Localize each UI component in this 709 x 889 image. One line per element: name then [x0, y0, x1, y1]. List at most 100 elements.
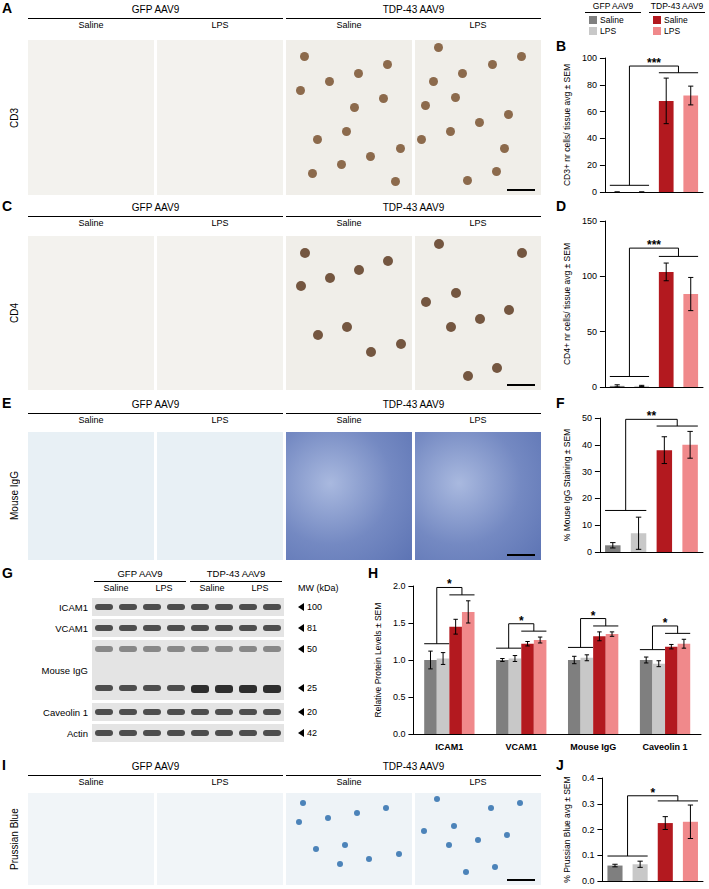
html-text:LPS: LPS — [469, 20, 487, 30]
svg-text:0.0: 0.0 — [393, 729, 406, 739]
svg-text:80: 80 — [587, 80, 597, 90]
html-text:G: G — [2, 565, 13, 581]
svg-text:% Prussian Blue avg ± SEM: % Prussian Blue avg ± SEM — [562, 776, 572, 882]
html-text:Caveolin 1: Caveolin 1 — [43, 706, 88, 718]
svg-text:0.3: 0.3 — [582, 799, 595, 809]
html-text:Saline: Saline — [78, 777, 104, 787]
html-text:LPS: LPS — [211, 777, 229, 787]
svg-text:50: 50 — [582, 413, 592, 423]
svg-text:*: * — [650, 786, 655, 800]
html-text:Saline: Saline — [600, 15, 624, 25]
svg-text:0.1: 0.1 — [582, 850, 595, 860]
svg-text:40: 40 — [582, 440, 592, 450]
html-text:GFP AAV9: GFP AAV9 — [592, 1, 634, 11]
svg-text:Relative Protein Levels ± SEM: Relative Protein Levels ± SEM — [373, 603, 383, 718]
html-text:TDP-43 AAV9: TDP-43 AAV9 — [382, 4, 445, 15]
html-text:Prussian Blue: Prussian Blue — [9, 808, 20, 870]
svg-text:0: 0 — [592, 382, 597, 392]
html-text:LPS: LPS — [211, 415, 229, 425]
svg-text:40: 40 — [587, 133, 597, 143]
html-text:Saline: Saline — [199, 583, 225, 593]
svg-text:**: ** — [647, 409, 657, 423]
svg-text:CD4+ nr cells/ tissue avg ± SE: CD4+ nr cells/ tissue avg ± SEM — [562, 243, 572, 365]
html-text:TDP-43 AAV9: TDP-43 AAV9 — [382, 202, 445, 213]
svg-text:Caveolin 1: Caveolin 1 — [643, 742, 688, 752]
svg-text:VCAM1: VCAM1 — [505, 742, 537, 752]
html-text:LPS: LPS — [211, 20, 229, 30]
html-text:ICAM1: ICAM1 — [59, 601, 88, 613]
html-text:100: 100 — [307, 602, 322, 612]
html-text:GFP AAV9: GFP AAV9 — [131, 761, 180, 772]
html-text:LPS: LPS — [469, 415, 487, 425]
html-text:LPS: LPS — [211, 218, 229, 228]
svg-text:*: * — [447, 577, 452, 591]
svg-text:0.4: 0.4 — [582, 773, 595, 783]
html-text:Saline: Saline — [78, 415, 104, 425]
svg-text:ICAM1: ICAM1 — [435, 742, 463, 752]
html-text:CD3: CD3 — [9, 107, 20, 128]
html-text:CD4: CD4 — [9, 303, 20, 323]
svg-text:*: * — [519, 614, 524, 628]
svg-text:20: 20 — [582, 493, 592, 503]
svg-text:20: 20 — [587, 160, 597, 170]
html-text:Saline: Saline — [103, 583, 129, 593]
svg-text:1.5: 1.5 — [393, 618, 406, 628]
html-text:B: B — [556, 38, 567, 54]
html-text:Saline: Saline — [78, 20, 104, 30]
html-text:GFP AAV9: GFP AAV9 — [131, 4, 180, 15]
html-text:LPS: LPS — [664, 26, 681, 36]
html-text:25: 25 — [307, 683, 317, 693]
svg-text:10: 10 — [582, 520, 592, 530]
html-text:TDP-43 AAV9: TDP-43 AAV9 — [382, 399, 445, 410]
svg-text:Mouse IgG: Mouse IgG — [570, 742, 616, 752]
html-text:Saline: Saline — [336, 218, 362, 228]
html-text:LPS: LPS — [600, 26, 617, 36]
html-text:Mouse IgG: Mouse IgG — [41, 664, 88, 676]
svg-text:0.0: 0.0 — [582, 876, 595, 886]
svg-text:0.2: 0.2 — [582, 825, 595, 835]
svg-text:***: *** — [647, 238, 661, 252]
html-text:Mouse IgG: Mouse IgG — [9, 471, 20, 521]
svg-text:100: 100 — [582, 53, 597, 63]
html-text:GFP AAV9: GFP AAV9 — [131, 399, 180, 410]
html-text:50: 50 — [307, 644, 317, 654]
svg-text:***: *** — [647, 56, 661, 70]
svg-text:2.0: 2.0 — [393, 581, 406, 591]
html-text:TDP-43 AAV9: TDP-43 AAV9 — [206, 568, 266, 579]
html-text:D: D — [556, 198, 567, 214]
svg-text:% Mouse IgG Staining ± SEM: % Mouse IgG Staining ± SEM — [562, 429, 572, 541]
html-text:MW (kDa): MW (kDa) — [298, 583, 339, 593]
html-text:Saline: Saline — [336, 777, 362, 787]
svg-text:0: 0 — [587, 547, 592, 557]
html-text:H: H — [368, 565, 379, 581]
svg-text:*: * — [591, 609, 596, 623]
html-text:GFP AAV9: GFP AAV9 — [131, 202, 180, 213]
svg-text:0.5: 0.5 — [393, 692, 406, 702]
html-text:Saline: Saline — [78, 218, 104, 228]
html-text:Saline: Saline — [664, 15, 688, 25]
html-text:E: E — [2, 395, 12, 411]
html-text:A: A — [2, 0, 13, 16]
html-text:C: C — [2, 198, 13, 214]
svg-text:1.0: 1.0 — [393, 655, 406, 665]
svg-text:*: * — [663, 616, 668, 630]
html-text:GFP AAV9: GFP AAV9 — [117, 568, 163, 579]
svg-text:150: 150 — [582, 216, 597, 226]
html-text:LPS: LPS — [251, 583, 269, 593]
html-text:VCAM1: VCAM1 — [55, 622, 88, 634]
html-text:Saline: Saline — [336, 20, 362, 30]
svg-text:50: 50 — [587, 327, 597, 337]
html-text:LPS: LPS — [469, 218, 487, 228]
html-text:TDP-43 AAV9: TDP-43 AAV9 — [382, 761, 445, 772]
html-text:TDP-43 AAV9: TDP-43 AAV9 — [650, 1, 704, 11]
svg-text:100: 100 — [582, 271, 597, 281]
html-text:81: 81 — [307, 623, 317, 633]
html-text:LPS: LPS — [155, 583, 173, 593]
html-text:Actin: Actin — [66, 727, 88, 739]
svg-text:60: 60 — [587, 107, 597, 117]
html-text:Saline: Saline — [336, 415, 362, 425]
svg-text:CD3+ nr cells/ tissue avg ± SE: CD3+ nr cells/ tissue avg ± SEM — [562, 64, 572, 186]
svg-text:30: 30 — [582, 467, 592, 477]
html-text:LPS: LPS — [469, 777, 487, 787]
svg-text:0: 0 — [592, 187, 597, 197]
